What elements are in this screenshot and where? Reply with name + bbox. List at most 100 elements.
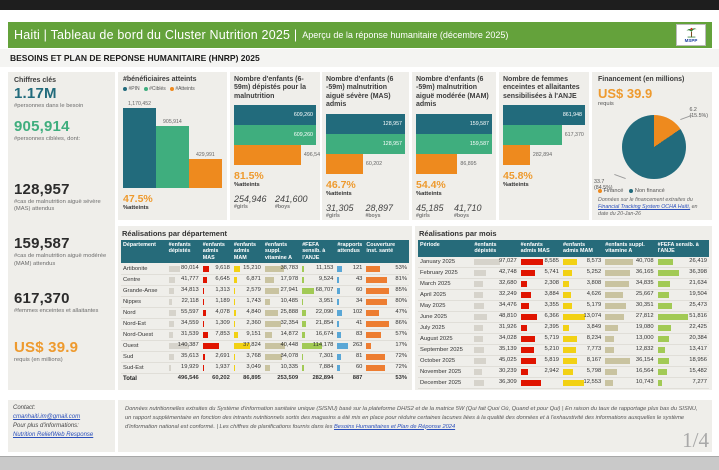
stat-label: #girls [326,212,340,219]
table-cell: 7,884 [300,362,336,374]
cell: 36,165 [605,269,654,277]
cell-bar [605,380,613,387]
cell-value: 6,871 [246,275,261,282]
cell: 85% [366,287,407,295]
cell: 20,384 [657,335,707,343]
cell-bar [562,347,577,354]
cell-value: 47% [395,308,407,315]
cell: 5,798 [562,368,601,376]
pie-callout-financed: 6.2 (15.5%) [689,107,708,120]
cell-bar [605,292,623,299]
cell: 3,049 [233,364,261,372]
cell-bar [366,287,389,294]
cell: 22,090 [302,309,333,317]
cell-value: 25,667 [635,291,654,298]
cell: 53% [366,265,407,273]
cell-value: 51,816 [689,313,707,320]
cell-value: 3,849 [586,324,602,331]
cell: 14,872 [264,331,298,339]
cell-bar [302,265,305,272]
cell-value: 13,000 [635,335,654,342]
cell-value: 263 [352,341,363,348]
cell: 51,816 [657,313,707,321]
cell-value: 43 [355,275,363,282]
table-row: Sud 35,613 2,691 3,768 34,078 7,301 81 72% [121,351,409,363]
financing-legend: Financé Non financé [598,188,706,194]
cell-value: 68,707 [315,286,334,293]
cell: 30,351 [605,302,654,310]
cell-value: 17% [395,341,407,348]
row-label: Grande-Anse [121,285,167,297]
table-cell: 60 [335,362,365,374]
bar-row: 159,587 [416,133,492,154]
cell-value: 34 [355,297,363,304]
legend-label: #PIN [128,86,140,93]
cell-bar [657,292,669,299]
cell-value: 27,812 [635,313,654,320]
row-label: August 2025 [418,333,473,346]
cell-value: 8,573 [586,258,602,265]
table-row: February 2025 42,748 5,741 5,252 36,165 36,39… [418,267,709,280]
cell-value: 7,853 [215,330,230,337]
table-cell: 10,485 [262,296,301,308]
table-row: Nord-Est 34,559 1,309 2,360 32,354 21,854 41 86… [121,318,409,330]
cell-bar [233,353,236,360]
contact-email-link[interactable]: cmanhaiti.im@gmail.com [13,414,81,420]
cell-value: 13,417 [689,346,707,353]
cell: 3,355 [520,302,559,310]
reliefweb-link[interactable]: Nutrition ReliefWeb Response [13,432,94,438]
cell-value: 7,301 [318,352,334,359]
cell-value: 38,783 [280,264,299,271]
hnrp-link[interactable]: Besoins Humanitaires et Plan de Réponse … [334,423,456,430]
row-label: Sud [121,351,167,363]
column-header: #enfants suppl. vitamine A [603,240,656,257]
stat: 31,305 #girls [326,203,366,219]
cell-value: 12,553 [583,379,602,386]
cell: 55,597 [168,309,199,317]
cell: 81% [366,276,407,284]
cell-bar [264,320,281,327]
cell-value: 37,824 [243,341,261,348]
table-cell: 2,691 [200,351,232,363]
bar-chart: 159,587 159,587 86,895 [416,113,492,174]
mini-chart-title: Nombre d'enfants (6 -59m) malnutrition a… [416,76,489,109]
cell-value: 36,154 [635,357,654,364]
cell-value: 16,564 [635,368,654,375]
column-header: #FEFA sensib. à l'ANJE [655,240,709,257]
bar-value-label: 159,587 [469,140,489,147]
cell-bar [366,265,381,272]
cell-value: 34,476 [498,302,517,309]
key-figure-value: 128,957 [14,180,70,198]
department-table-title: Réalisations par département [122,229,228,238]
total-cell: 282,894 [655,388,709,390]
cell-bar [302,298,303,305]
bar-chart: 861,948 617,370 282,894 [503,105,585,166]
table-cell: 34,813 [166,285,201,297]
bar-row: 128,957 [326,133,405,154]
cell-bar [520,347,535,354]
cell-value: 25,888 [280,308,299,315]
cell-bar [264,342,285,349]
bar-value-label: 609,260 [293,132,313,139]
stat: 254,946 #girls [234,194,275,210]
row-label: April 2025 [418,289,473,302]
table-cell: 8,167 [560,355,604,368]
table-cell: 9,618 [200,263,232,275]
cell: 10,743 [605,379,654,387]
key-figure-value: 905,914 [14,117,70,135]
cell-value: 13,074 [583,313,602,320]
cell-bar [562,270,572,277]
cell-bar [233,331,238,338]
key-figure-label: #personnes dans le besoin [14,103,84,110]
month-table: Période #enfants dépistés #enfants admis M… [418,240,709,390]
bar-value-label: 905,914 [163,119,182,126]
fts-link[interactable]: Financial Tracking System OCHA Haïti, [598,204,691,211]
table-cell: 40,708 [603,256,656,269]
table-cell: 86% [364,318,409,330]
legend-label: #Ciblés [149,86,166,93]
table-cell: 8,573 [560,256,604,269]
cell: 31,926 [474,324,517,332]
cell-bar [474,336,484,343]
cell-value: 20,384 [689,335,707,342]
cell: 15,210 [233,265,261,273]
